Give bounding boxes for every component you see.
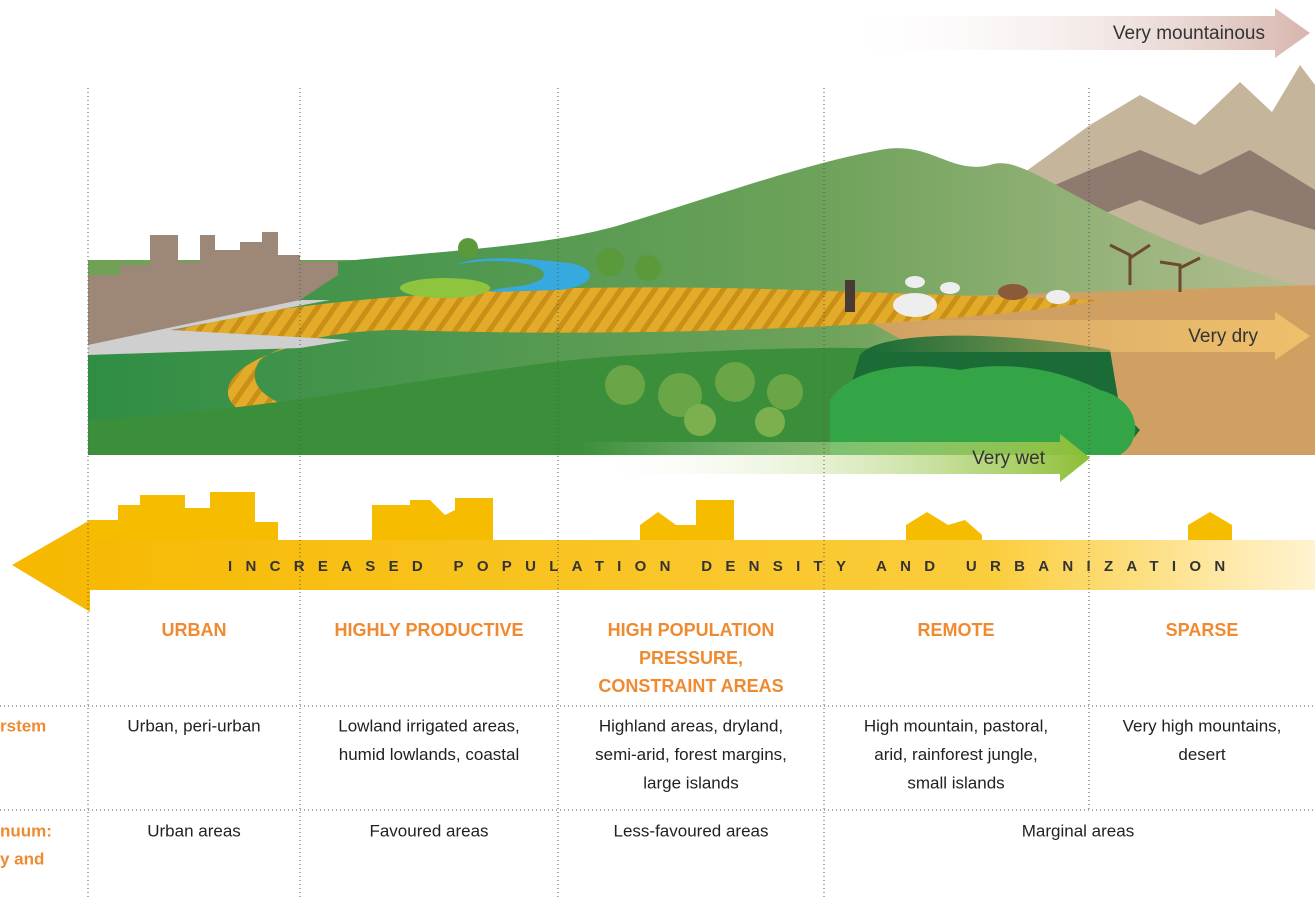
landscape [88,65,1315,455]
sheep [893,293,937,317]
arrow [580,434,1090,482]
system-cell: small islands [907,773,1004,792]
cow [998,284,1028,300]
forest [830,366,1136,455]
system-cell: Lowland irrigated areas, [338,716,519,735]
arrow [830,8,1310,58]
column-header: HIGH POPULATION [608,620,775,640]
person [845,280,855,312]
grid [0,88,1315,899]
system-cell: desert [1178,745,1226,764]
system-cell: Urban, peri-urban [127,716,260,735]
column-header: PRESSURE, [639,648,743,668]
building [906,512,982,545]
system-cell: Very high mountains, [1123,716,1282,735]
system-cell: humid lowlands, coastal [339,745,519,764]
tree [596,248,624,276]
population-arrow [12,520,1315,612]
arrow-label: Very mountainous [1113,23,1265,44]
tree [755,407,785,437]
arrow-label: Very wet [972,448,1046,469]
tree [767,374,803,410]
fields [160,287,1100,420]
tree [458,238,478,258]
bush [400,278,490,298]
river [455,258,590,292]
system-cell: High mountain, pastoral, [864,716,1048,735]
system-cell: semi-arid, forest margins, [595,745,787,764]
row-label: rstem [0,716,46,735]
column-header: HIGHLY PRODUCTIVE [334,620,523,640]
continuum-cell: Favoured areas [369,821,488,840]
row-label: nuum: [0,821,52,840]
building [1188,512,1232,545]
continuum-cell: Less-favoured areas [614,821,769,840]
arrow [870,312,1310,360]
trees [458,238,803,437]
animals [845,276,1070,317]
dry-tree [1159,256,1201,292]
system-cell: Highland areas, dryland, [599,716,783,735]
column-header: CONSTRAINT AREAS [598,676,783,696]
building [90,492,278,545]
sheep [905,276,925,288]
tree [605,365,645,405]
continuum-cell: Marginal areas [1022,821,1134,840]
tree [684,404,716,436]
tree [715,362,755,402]
column-header: REMOTE [917,620,994,640]
column-header: SPARSE [1166,620,1239,640]
system-cell: arid, rainforest jungle, [874,745,1037,764]
tree [658,373,702,417]
direction-arrows: Very mountainous Very dry Very wet [580,8,1310,482]
row-label: y and [0,849,44,868]
building [372,498,493,545]
tree [635,255,661,281]
dry-tree [1109,243,1151,285]
dry-trees [1109,243,1201,292]
sheep [1046,290,1070,304]
buildings [90,492,1232,545]
continuum-cell: Urban areas [147,821,241,840]
road [88,300,350,355]
sheep [940,282,960,294]
building [640,500,734,545]
arrow-label: Very dry [1188,326,1258,347]
system-cell: large islands [643,773,738,792]
city [88,232,338,352]
column-header: URBAN [162,620,227,640]
population-label: INCREASED POPULATION DENSITY AND URBANIZ… [228,558,1238,575]
